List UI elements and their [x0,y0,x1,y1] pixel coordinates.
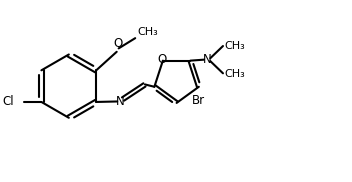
Text: CH₃: CH₃ [137,27,158,37]
Text: O: O [157,53,166,66]
Text: CH₃: CH₃ [225,41,245,51]
Text: Br: Br [192,94,206,107]
Text: O: O [113,37,122,50]
Text: Cl: Cl [2,95,14,108]
Text: N: N [116,95,125,108]
Text: CH₃: CH₃ [225,69,245,79]
Text: N: N [203,53,212,66]
